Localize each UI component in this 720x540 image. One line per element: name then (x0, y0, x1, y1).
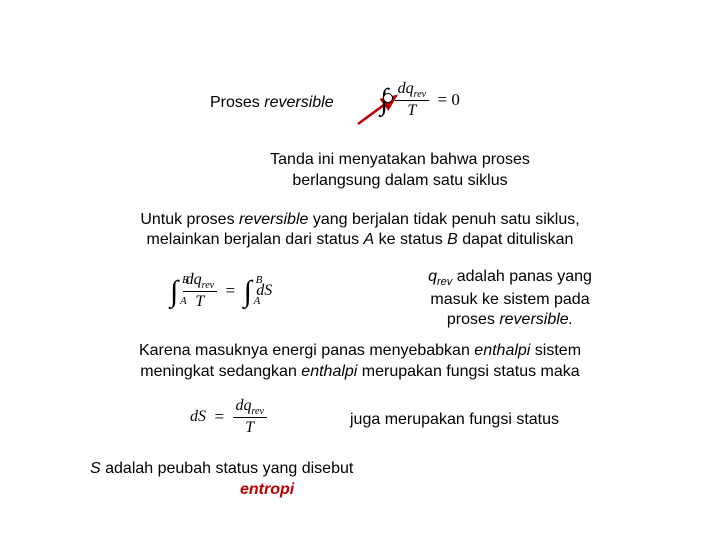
p2-enthalpi2: enthalpi (301, 363, 357, 380)
p2-t1: Karena masuknya energi panas menyebabkan (139, 342, 474, 359)
formula-dS: dS = dqrev T (190, 397, 267, 437)
int2: ∫BA (244, 278, 252, 305)
row-integral-AB: ∫BA dqrev T = ∫BA dS qrev adalah panas y… (60, 265, 660, 329)
int1-A: A (180, 297, 187, 307)
p2-t4: merupakan fungsi status maka (357, 363, 579, 380)
para-entropi: S adalah peubah status yang disebut entr… (90, 459, 660, 501)
c2-t3: proses (447, 311, 499, 328)
num-dq: dq (398, 80, 414, 97)
int1-B: B (182, 276, 189, 286)
frac2-sub: rev (202, 280, 214, 291)
p1-B: B (447, 231, 458, 248)
para-untuk-proses: Untuk proses reversible yang berjalan ti… (70, 210, 650, 252)
slide-content: Proses reversible ∫ dqrev T = 0 Tanda in… (60, 80, 660, 500)
frac3-den: T (233, 418, 267, 437)
p2-t3: meningkat sedangkan (140, 363, 301, 380)
num-sub-rev: rev (414, 89, 426, 100)
para-enthalpi: Karena masuknya energi panas menyebabkan… (64, 341, 656, 383)
caption-qrev: qrev adalah panas yang masuk ke sistem p… (400, 267, 620, 330)
q-letter: q (428, 268, 437, 285)
label-proses-reversible: Proses reversible (210, 94, 334, 112)
int2-B: B (256, 276, 263, 286)
row-reversible: Proses reversible ∫ dqrev T = 0 (60, 80, 660, 140)
p2-t2: sistem (530, 342, 581, 359)
den-T: T (395, 101, 429, 120)
int1: ∫BA (170, 278, 178, 305)
frac3-sub: rev (252, 406, 264, 417)
caption1-line1: Tanda ini menyatakan bahwa proses (270, 151, 530, 168)
p1-t1: Untuk proses (140, 211, 239, 228)
eq2: = (226, 281, 236, 300)
fraction-dqrev-T: dqrev T (395, 80, 429, 120)
p1-t5: dapat dituliskan (458, 231, 574, 248)
int2-A: A (254, 297, 261, 307)
frac3: dqrev T (233, 397, 267, 437)
caption-fungsi-status: juga merupakan fungsi status (350, 411, 559, 429)
oint-symbol: ∫ (380, 83, 388, 117)
qrev-symbol: qrev (428, 268, 452, 285)
row-dS: dS = dqrev T juga merupakan fungsi statu… (60, 397, 660, 447)
q-sub: rev (437, 276, 452, 288)
p1-t2: yang berjalan tidak penuh satu siklus, (308, 211, 579, 228)
eq3: = (214, 407, 224, 426)
p1-reversible: reversible (239, 211, 308, 228)
p1-t4: ke status (374, 231, 447, 248)
dS3: dS (190, 408, 206, 425)
oint-ring (383, 93, 393, 103)
c2-t2: masuk ke sistem pada (430, 291, 589, 308)
p1-A: A (364, 231, 375, 248)
frac3-num: dq (236, 397, 252, 414)
caption-tanda: Tanda ini menyatakan bahwa proses berlan… (160, 150, 640, 192)
formula-integral-AB: ∫BA dqrev T = ∫BA dS (170, 271, 272, 311)
frac2-den: T (183, 292, 217, 311)
c2-rev: reversible. (499, 311, 573, 328)
p3-t1: adalah peubah status yang disebut (101, 460, 354, 477)
c2-t1: adalah panas yang (452, 268, 592, 285)
eq-zero: = 0 (438, 90, 460, 109)
p1-t3: melainkan berjalan dari status (147, 231, 364, 248)
label-reversible-word: reversible (264, 94, 333, 111)
S-var: S (90, 460, 101, 477)
formula-cyclic-integral: ∫ dqrev T = 0 (380, 80, 464, 120)
caption1-line2: berlangsung dalam satu siklus (292, 172, 507, 189)
label-prefix: Proses (210, 94, 264, 111)
p2-enthalpi1: enthalpi (474, 342, 530, 359)
entropi-word: entropi (240, 480, 660, 501)
